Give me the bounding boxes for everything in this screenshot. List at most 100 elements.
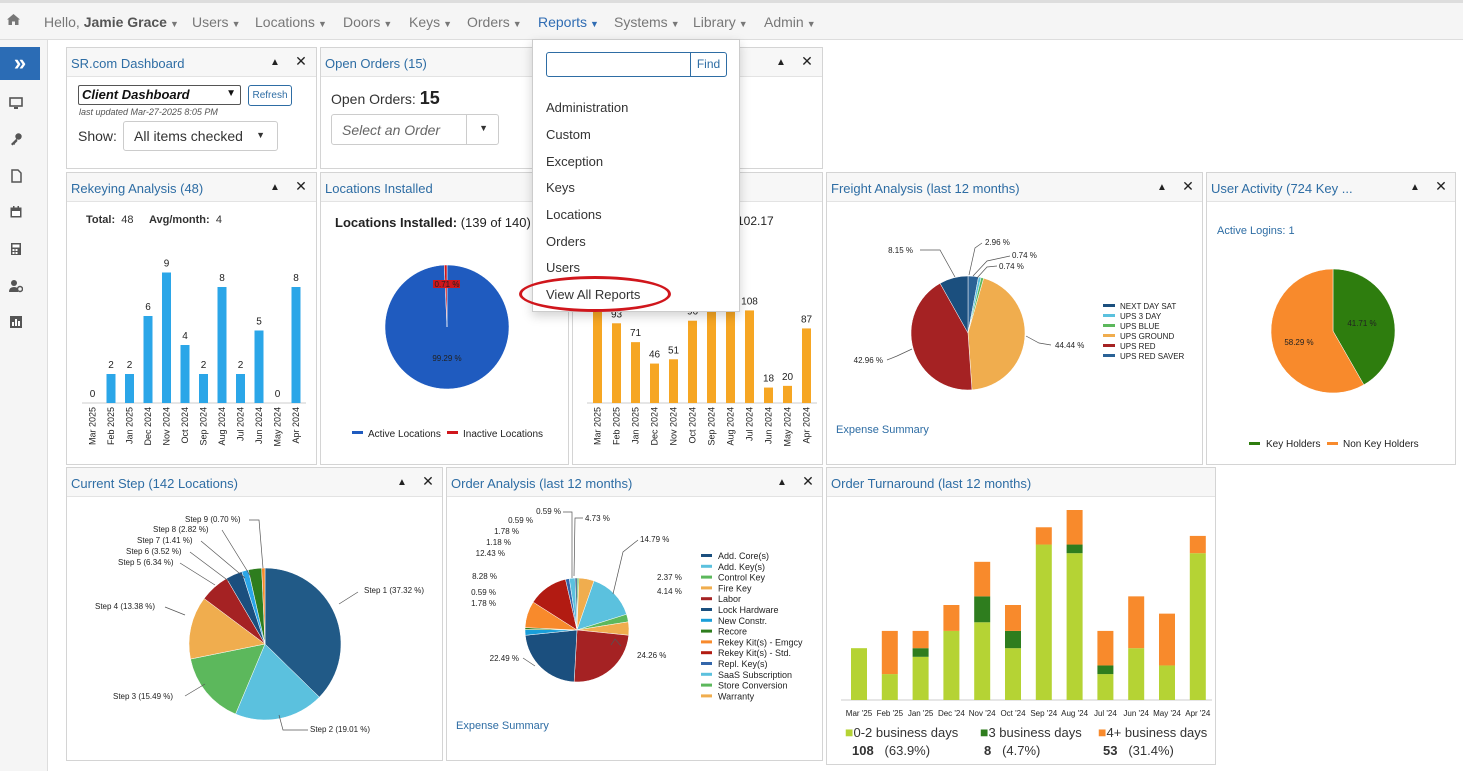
legend-label: Fire Key	[718, 583, 752, 593]
panel-title: Rekeying Analysis (48)	[71, 181, 204, 196]
bar-segment	[1035, 544, 1052, 700]
menu-item-exception[interactable]: Exception	[546, 154, 604, 169]
nav-doors[interactable]: Doors ▼	[343, 14, 393, 30]
legend-label: Key Holders	[1266, 439, 1320, 450]
close-icon[interactable]: ✕	[802, 473, 814, 489]
panel-header: Order Analysis (last 12 months) ▲ ✕	[447, 468, 822, 497]
order-analysis-pie-chart: 4.73 % 14.79 % 2.37 % 4.14 % 24.26 % 22.49 % 1…	[471, 507, 803, 701]
expense-summary-link[interactable]: Expense Summary	[456, 720, 549, 732]
expand-sidebar-icon[interactable]: »	[0, 47, 40, 80]
bar-value-label: 51	[668, 345, 680, 356]
collapse-icon[interactable]: ▲	[1157, 182, 1167, 193]
hidden-panel-value: 102.17	[737, 214, 774, 228]
caret-down-icon: ▼	[256, 130, 265, 140]
tick-label: Jun '24	[1123, 709, 1149, 718]
legend-label: UPS 3 DAY	[1120, 312, 1162, 321]
count: 53	[1103, 743, 1118, 758]
calendar-icon[interactable]	[9, 205, 23, 219]
legend-label: Rekey Kit(s) - Emgcy	[718, 637, 803, 647]
menu-item-users[interactable]: Users	[546, 260, 580, 275]
collapse-icon[interactable]: ▲	[776, 57, 786, 68]
close-icon[interactable]: ✕	[1435, 178, 1447, 194]
pie-label: 4.14 %	[657, 587, 682, 596]
menu-item-custom[interactable]: Custom	[546, 127, 591, 142]
close-icon[interactable]: ✕	[1182, 178, 1194, 194]
nav-library[interactable]: Library ▼	[693, 14, 748, 30]
menu-item-administration[interactable]: Administration	[546, 100, 629, 115]
close-icon[interactable]: ✕	[295, 178, 307, 194]
nav-systems[interactable]: Systems ▼	[614, 14, 680, 30]
monitor-icon[interactable]	[9, 96, 23, 110]
leader-line	[278, 714, 308, 731]
nav-orders[interactable]: Orders ▼	[467, 14, 522, 30]
legend-label: Inactive Locations	[463, 429, 543, 440]
legend-swatch	[701, 629, 712, 633]
expense-summary-link[interactable]: Expense Summary	[836, 424, 929, 436]
home-icon[interactable]	[6, 13, 21, 29]
nav-reports[interactable]: Reports ▼	[538, 14, 599, 30]
nav-locations[interactable]: Locations ▼	[255, 14, 327, 30]
nav-orders-label: Orders	[467, 14, 510, 30]
document-icon[interactable]	[9, 169, 23, 183]
leader-line	[972, 255, 1011, 277]
pct: (4.7%)	[1002, 743, 1041, 758]
caret-down-icon: ▼	[479, 123, 488, 133]
pie-slice	[190, 643, 266, 715]
user-settings-icon[interactable]	[9, 279, 23, 293]
pie-label: 8.15 %	[888, 246, 913, 255]
collapse-icon[interactable]: ▲	[1410, 182, 1420, 193]
user-activity-panel: User Activity (724 Key ... ▲ ✕ Active Lo…	[1206, 172, 1456, 465]
tick-label: Oct '24	[1000, 709, 1026, 718]
bar-value-label: 18	[763, 374, 775, 385]
order-analysis-panel: Order Analysis (last 12 months) ▲ ✕ 4.73…	[446, 467, 823, 761]
chart-icon[interactable]	[9, 315, 23, 329]
key-icon[interactable]	[9, 132, 23, 146]
freight-pie-chart: 8.15 %2.96 %0.74 %0.74 %44.44 %42.96 %NE…	[854, 238, 1185, 391]
show-filter-value: All items checked	[134, 128, 243, 144]
bar-segment	[912, 656, 929, 700]
panel-header: Order Turnaround (last 12 months)	[827, 468, 1215, 497]
leader-line	[573, 517, 583, 577]
legend-label: Warranty	[718, 691, 755, 701]
tick-label: Jan 2025	[631, 407, 641, 444]
leader-line	[1025, 335, 1052, 346]
close-icon[interactable]: ✕	[801, 53, 813, 69]
pie-slice	[573, 629, 630, 683]
collapse-icon[interactable]: ▲	[270, 57, 280, 68]
active-logins-link[interactable]: Active Logins: 1	[1217, 225, 1295, 237]
nav-users[interactable]: Users ▼	[192, 14, 241, 30]
nav-admin[interactable]: Admin ▼	[764, 14, 816, 30]
find-button[interactable]: Find	[690, 52, 727, 77]
close-icon[interactable]: ✕	[422, 473, 434, 489]
dashboard-select[interactable]: Client Dashboard ▼	[78, 85, 241, 105]
tick-label: Oct 2024	[688, 407, 698, 444]
refresh-button[interactable]: Refresh	[248, 85, 292, 106]
legend-label: Recore	[718, 627, 747, 637]
collapse-icon[interactable]: ▲	[270, 182, 280, 193]
bar	[236, 374, 245, 403]
legend-label: UPS RED SAVER	[1120, 352, 1185, 361]
bar-value-label: 96	[687, 307, 699, 318]
tick-label: Feb '25	[877, 709, 904, 718]
user-greeting-menu[interactable]: Hello, Jamie Grace ▼	[44, 14, 179, 30]
chevron-down-icon: ▼	[226, 88, 236, 99]
collapse-icon[interactable]: ▲	[777, 477, 787, 488]
show-filter-select[interactable]: All items checked ▼	[123, 121, 278, 151]
nav-keys[interactable]: Keys ▼	[409, 14, 453, 30]
menu-item-locations[interactable]: Locations	[546, 207, 602, 222]
menu-item-keys[interactable]: Keys	[546, 180, 575, 195]
report-search-input[interactable]	[546, 52, 691, 77]
pie-slice	[1332, 268, 1396, 386]
order-select[interactable]: Select an Order ▼	[331, 114, 499, 145]
tick-label: Dec 2024	[650, 407, 660, 446]
close-icon[interactable]: ✕	[295, 53, 307, 69]
calculator-icon[interactable]	[9, 242, 23, 256]
collapse-icon[interactable]: ▲	[397, 477, 407, 488]
pie-label: Step 9 (0.70 %)	[185, 515, 241, 524]
menu-item-orders[interactable]: Orders	[546, 234, 586, 249]
pie-slice	[574, 577, 578, 631]
bar-value-label: 0	[90, 389, 96, 400]
legend-0-2-days: ■0-2 business days	[845, 724, 958, 740]
order-turnaround-panel: Order Turnaround (last 12 months) Mar '2…	[826, 467, 1216, 765]
legend-label: Add. Core(s)	[718, 551, 769, 561]
